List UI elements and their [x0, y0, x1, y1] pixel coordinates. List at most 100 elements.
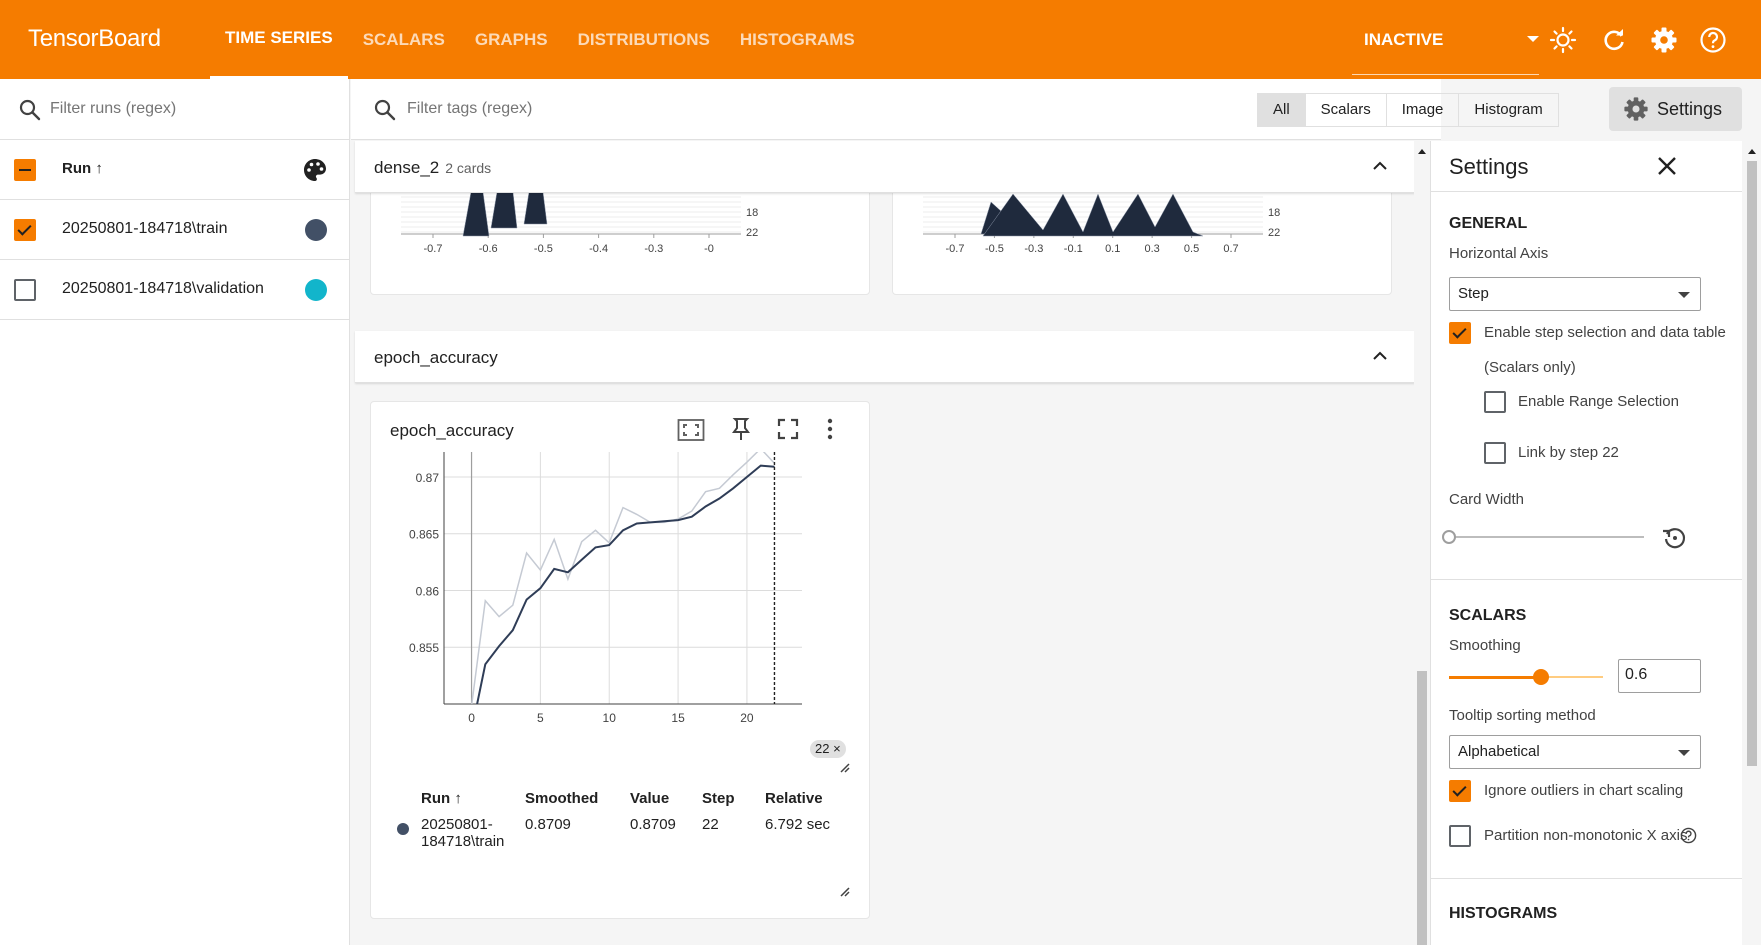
filter-histogram-button[interactable]: Histogram	[1458, 94, 1557, 126]
horizontal-axis-select[interactable]: Step	[1449, 277, 1701, 311]
ignore-outliers-label: Ignore outliers in chart scaling	[1484, 782, 1684, 799]
group-header-dense[interactable]: dense_2 2 cards	[355, 141, 1415, 193]
chevron-down-icon	[1527, 36, 1539, 42]
settings-panel: Settings GENERAL Horizontal Axis Step En…	[1430, 141, 1761, 945]
group-card-count: 2 cards	[445, 160, 492, 176]
table-cell-relative: 6.792 sec	[765, 816, 831, 833]
hist-x-tick-label: 0.1	[1105, 243, 1120, 255]
cards-scrollbar-thumb[interactable]	[1417, 671, 1427, 945]
run-row-train[interactable]: 20250801-184718\train	[0, 200, 349, 260]
hist-x-tick-label: -0.5	[534, 243, 553, 255]
brightness-icon[interactable]	[1547, 24, 1579, 56]
y-tick-label: 0.855	[409, 641, 439, 655]
run-column-header[interactable]: Run ↑	[62, 160, 103, 177]
tab-time-series[interactable]: TIME SERIES	[210, 0, 348, 79]
table-header-step[interactable]: Step	[702, 790, 735, 807]
main-area: All Scalars Image Histogram Settings -0.…	[351, 79, 1742, 945]
hist-x-tick-label: 0.3	[1144, 243, 1159, 255]
smoothing-slider-thumb[interactable]	[1533, 669, 1550, 685]
tab-scalars[interactable]: SCALARS	[362, 29, 445, 49]
table-header-relative[interactable]: Relative	[765, 790, 823, 807]
search-icon	[19, 99, 41, 121]
runs-header-row: Run ↑	[0, 140, 349, 200]
hist-x-tick-label: -0.3	[1024, 243, 1043, 255]
group-header-epoch-accuracy[interactable]: epoch_accuracy	[355, 331, 1415, 383]
table-header-run[interactable]: Run ↑	[421, 790, 462, 807]
close-icon[interactable]	[1656, 155, 1678, 177]
more-vert-icon[interactable]	[826, 418, 834, 445]
ignore-outliers-checkbox[interactable]	[1449, 780, 1471, 802]
settings-scrollbar-thumb[interactable]	[1747, 161, 1757, 766]
filter-all-button[interactable]: All	[1258, 94, 1305, 126]
enable-range-selection-label: Enable Range Selection	[1518, 393, 1679, 410]
y-tick-label: 0.86	[416, 584, 440, 598]
settings-scrollbar[interactable]	[1742, 141, 1761, 945]
settings-toggle-button[interactable]: Settings	[1609, 87, 1742, 131]
table-header-smoothed[interactable]: Smoothed	[525, 790, 599, 807]
filter-scalars-button[interactable]: Scalars	[1304, 94, 1386, 126]
x-tick-label: 5	[537, 711, 544, 725]
hist-y-label: 18	[746, 207, 758, 219]
scroll-up-arrow-icon[interactable]	[1417, 147, 1427, 155]
partition-label: Partition non-monotonic X axis	[1484, 827, 1688, 844]
reset-icon[interactable]	[1662, 525, 1688, 551]
hist-distribution-shape	[462, 191, 490, 237]
hist-x-tick-label: 0.7	[1223, 243, 1238, 255]
gear-icon[interactable]	[1648, 24, 1680, 56]
select-all-runs-checkbox[interactable]	[14, 159, 36, 181]
filter-image-button[interactable]: Image	[1385, 94, 1459, 126]
card-width-label: Card Width	[1449, 491, 1525, 508]
table-cell-run: 20250801- 184718\train	[421, 816, 504, 850]
enable-step-selection-label: Enable step selection and data table	[1484, 324, 1726, 341]
table-header-value[interactable]: Value	[630, 790, 670, 807]
enable-range-selection-checkbox[interactable]	[1484, 391, 1506, 413]
run-color-swatch-train[interactable]	[305, 219, 327, 241]
horizontal-axis-label: Horizontal Axis	[1449, 245, 1549, 262]
smoothing-slider-fill	[1449, 676, 1542, 679]
run-color-swatch-validation[interactable]	[305, 279, 327, 301]
resize-handle-icon[interactable]	[839, 762, 851, 774]
tab-graphs[interactable]: GRAPHS	[474, 29, 548, 49]
palette-icon[interactable]	[302, 157, 328, 188]
chevron-up-icon[interactable]	[1371, 347, 1389, 365]
smoothing-label: Smoothing	[1449, 637, 1521, 654]
partition-checkbox[interactable]	[1449, 825, 1471, 847]
hist-x-tick-label: -0.6	[479, 243, 498, 255]
search-icon	[374, 99, 396, 121]
resize-handle-icon[interactable]	[839, 886, 851, 898]
run-checkbox-train[interactable]	[14, 219, 36, 241]
fit-domain-icon[interactable]	[677, 418, 705, 447]
link-by-step-checkbox[interactable]	[1484, 442, 1506, 464]
table-cell-value: 0.8709	[630, 816, 676, 833]
refresh-icon[interactable]	[1598, 24, 1630, 56]
step-selector-chip[interactable]: 22 ×	[810, 740, 846, 758]
tags-filter-input[interactable]	[407, 97, 807, 121]
scalars-only-note: (Scalars only)	[1484, 359, 1576, 376]
scroll-up-arrow-icon[interactable]	[1747, 147, 1757, 155]
x-tick-label: 10	[603, 711, 617, 725]
pin-icon[interactable]	[729, 416, 753, 447]
scalar-line-chart[interactable]: 0.855 0.86 0.865 0.87 0 5 10 15 20	[371, 452, 871, 752]
tab-histograms[interactable]: HISTOGRAMS	[739, 29, 855, 49]
settings-divider	[1431, 579, 1761, 580]
plugin-status-select[interactable]: INACTIVE	[1352, 0, 1539, 75]
enable-step-selection-checkbox[interactable]	[1449, 322, 1471, 344]
tooltip-sorting-select[interactable]: Alphabetical	[1449, 735, 1701, 769]
cards-scrollbar[interactable]	[1414, 141, 1430, 945]
run-label-validation: 20250801-184718\validation	[62, 280, 264, 297]
runs-filter-input[interactable]	[50, 97, 330, 121]
chevron-up-icon[interactable]	[1371, 157, 1389, 175]
card-width-slider-thumb[interactable]	[1442, 530, 1456, 544]
top-app-bar: TensorBoard TIME SERIES SCALARS GRAPHS D…	[0, 0, 1761, 79]
gear-icon	[1624, 97, 1648, 121]
fullscreen-icon[interactable]	[777, 418, 799, 445]
cards-scroll-area[interactable]: -0.7 -0.6 -0.5 -0.4 -0.3 -0 18 22 -0.7 -0.5 -0.3 -…	[351, 141, 1430, 945]
smoothing-input[interactable]: 0.6	[1618, 659, 1701, 693]
card-width-slider-track[interactable]	[1449, 536, 1644, 538]
tab-distributions[interactable]: DISTRIBUTIONS	[577, 29, 710, 49]
help-icon[interactable]	[1680, 827, 1697, 844]
x-tick-label: 0	[468, 711, 475, 725]
run-checkbox-validation[interactable]	[14, 279, 36, 301]
run-row-validation[interactable]: 20250801-184718\validation	[0, 260, 349, 320]
help-icon[interactable]	[1697, 24, 1729, 56]
